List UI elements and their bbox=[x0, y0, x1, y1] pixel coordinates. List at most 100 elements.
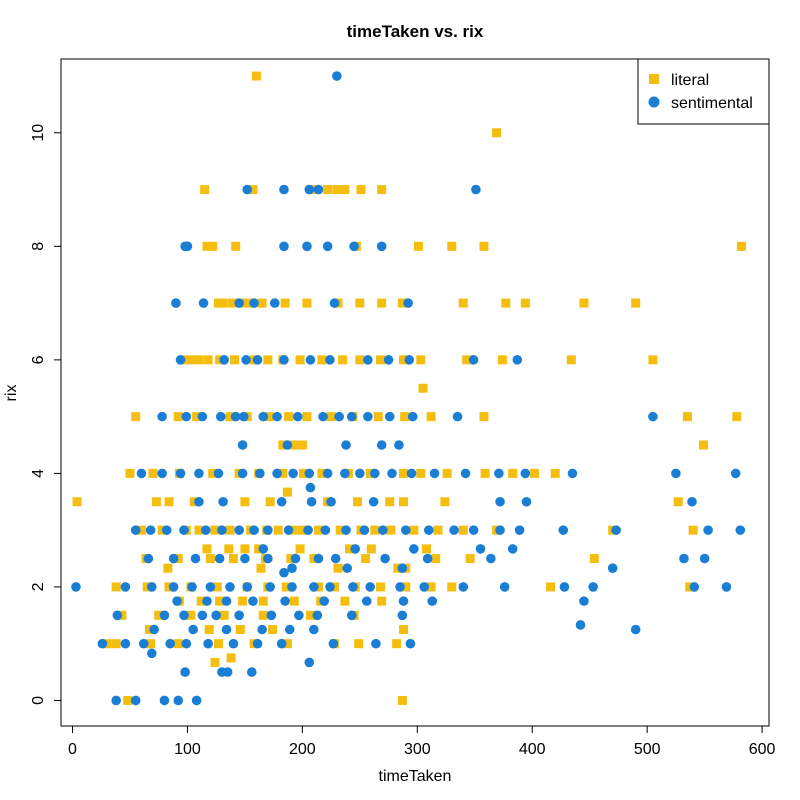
point-literal bbox=[289, 440, 299, 450]
point-sentimental bbox=[355, 468, 365, 479]
y-axis-label: rix bbox=[3, 385, 20, 402]
point-sentimental bbox=[427, 596, 438, 606]
point-sentimental bbox=[238, 411, 249, 422]
point-sentimental bbox=[287, 563, 297, 573]
point-sentimental bbox=[346, 610, 357, 621]
point-literal bbox=[356, 185, 366, 195]
point-sentimental bbox=[350, 544, 361, 554]
point-sentimental bbox=[422, 553, 433, 564]
point-literal bbox=[257, 298, 267, 308]
point-sentimental bbox=[671, 468, 681, 479]
point-sentimental bbox=[240, 553, 250, 564]
x-tick-label: 0 bbox=[68, 741, 77, 758]
legend-literal-marker bbox=[649, 74, 659, 84]
point-sentimental bbox=[325, 355, 335, 365]
point-literal bbox=[210, 525, 220, 535]
point-literal bbox=[225, 525, 235, 535]
point-sentimental bbox=[313, 553, 324, 564]
x-tick-label: 400 bbox=[519, 741, 546, 758]
point-sentimental bbox=[234, 610, 244, 621]
point-sentimental bbox=[175, 468, 186, 479]
point-sentimental bbox=[237, 468, 248, 479]
point-literal bbox=[631, 298, 641, 308]
point-literal bbox=[227, 298, 237, 308]
point-literal bbox=[212, 582, 222, 592]
point-literal bbox=[317, 468, 327, 478]
point-literal bbox=[344, 544, 354, 554]
point-literal bbox=[673, 497, 683, 507]
point-sentimental bbox=[188, 624, 198, 635]
point-literal bbox=[202, 544, 212, 554]
point-literal bbox=[366, 544, 376, 554]
point-sentimental bbox=[349, 241, 359, 252]
point-literal bbox=[492, 128, 502, 138]
point-literal bbox=[215, 596, 225, 606]
point-literal bbox=[194, 525, 204, 535]
point-sentimental bbox=[191, 695, 202, 706]
point-sentimental bbox=[309, 624, 319, 635]
point-literal bbox=[263, 355, 273, 365]
point-sentimental bbox=[559, 582, 570, 592]
point-literal bbox=[465, 554, 475, 564]
point-sentimental bbox=[146, 648, 157, 659]
point-sentimental bbox=[371, 638, 381, 649]
point-sentimental bbox=[309, 582, 319, 592]
point-literal bbox=[213, 298, 223, 308]
point-sentimental bbox=[588, 582, 598, 592]
point-sentimental bbox=[397, 610, 408, 621]
point-literal bbox=[267, 624, 277, 634]
point-literal bbox=[355, 298, 365, 308]
point-literal bbox=[397, 298, 407, 308]
point-sentimental bbox=[112, 610, 123, 621]
point-literal bbox=[682, 412, 692, 422]
point-literal bbox=[305, 610, 315, 620]
point-literal bbox=[224, 544, 234, 554]
point-sentimental bbox=[405, 638, 416, 649]
point-sentimental bbox=[161, 525, 172, 535]
point-literal bbox=[231, 241, 241, 251]
point-sentimental bbox=[215, 411, 226, 422]
point-sentimental bbox=[429, 468, 440, 479]
point-sentimental bbox=[71, 582, 81, 592]
point-literal bbox=[447, 241, 457, 251]
point-literal bbox=[187, 355, 197, 365]
point-literal bbox=[278, 468, 288, 478]
point-literal bbox=[508, 468, 518, 478]
point-sentimental bbox=[471, 184, 481, 195]
point-literal bbox=[386, 525, 396, 535]
x-axis: 0 100 200 300 400 500 600 bbox=[68, 725, 776, 758]
point-sentimental bbox=[419, 582, 429, 592]
point-sentimental bbox=[521, 496, 532, 507]
point-sentimental bbox=[221, 596, 232, 606]
point-literal bbox=[736, 241, 746, 251]
point-literal bbox=[433, 525, 443, 535]
point-literal bbox=[340, 596, 350, 606]
point-literal bbox=[289, 596, 299, 606]
point-sentimental bbox=[334, 411, 344, 422]
point-literal bbox=[332, 185, 342, 195]
point-literal bbox=[208, 241, 218, 251]
point-sentimental bbox=[468, 525, 479, 535]
point-literal bbox=[72, 497, 82, 507]
point-literal bbox=[392, 639, 402, 649]
point-sentimental bbox=[187, 582, 197, 592]
point-sentimental bbox=[252, 638, 263, 649]
point-literal bbox=[353, 497, 363, 507]
point-sentimental bbox=[257, 624, 267, 635]
point-sentimental bbox=[272, 468, 282, 479]
point-literal bbox=[520, 298, 530, 308]
y-tick-label: 8 bbox=[30, 242, 47, 251]
point-sentimental bbox=[409, 544, 419, 554]
point-sentimental bbox=[171, 298, 181, 308]
point-sentimental bbox=[494, 468, 504, 479]
point-literal bbox=[210, 657, 220, 667]
point-literal bbox=[338, 355, 348, 365]
point-sentimental bbox=[460, 468, 471, 479]
point-sentimental bbox=[520, 468, 531, 479]
point-literal bbox=[186, 610, 196, 620]
point-sentimental bbox=[181, 638, 192, 649]
point-literal bbox=[299, 468, 309, 478]
data-points bbox=[71, 71, 746, 706]
point-literal bbox=[295, 544, 305, 554]
point-sentimental bbox=[279, 184, 289, 195]
